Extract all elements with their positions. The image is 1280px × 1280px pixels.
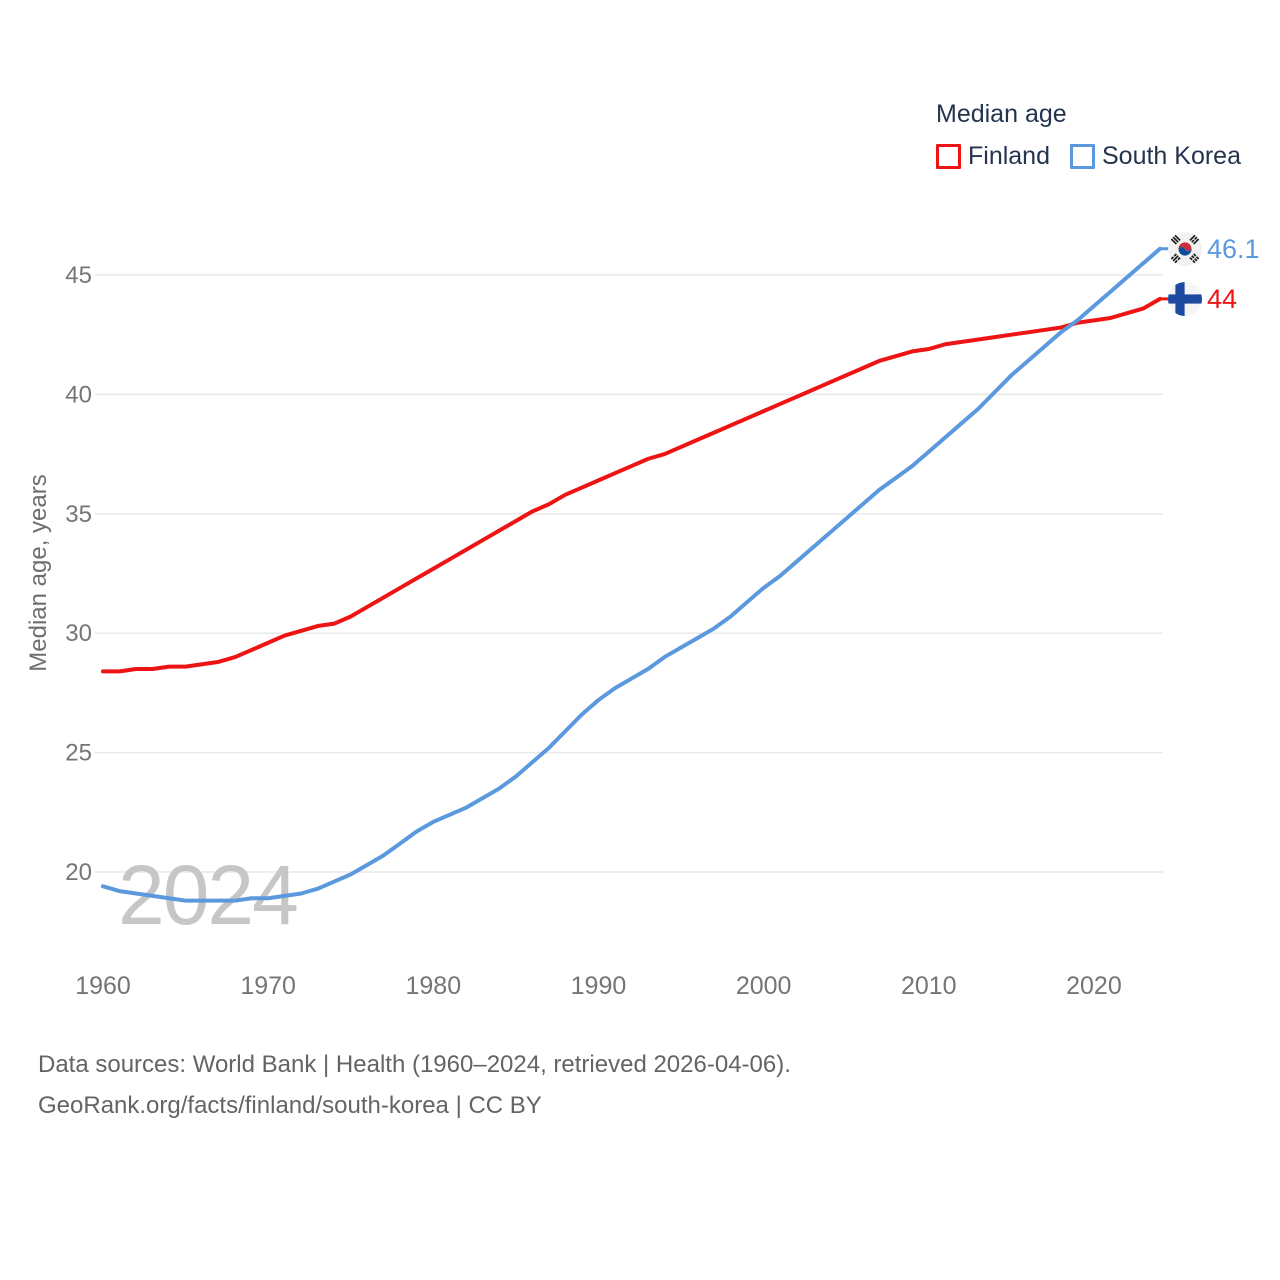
y-tick-label: 45 bbox=[65, 262, 92, 289]
finland-end-value: 44 bbox=[1207, 283, 1238, 314]
legend-row: Finland South Korea bbox=[936, 142, 1241, 171]
x-tick-label: 1980 bbox=[406, 972, 462, 1000]
south-korea-end-value: 46.1 bbox=[1207, 233, 1260, 264]
footer: Data sources: World Bank | Health (1960–… bbox=[38, 1044, 791, 1126]
y-tick-label: 20 bbox=[65, 859, 92, 886]
y-tick-label: 30 bbox=[65, 620, 92, 647]
y-axis-title: Median age, years bbox=[25, 474, 52, 671]
legend-label-finland: Finland bbox=[968, 142, 1050, 170]
south-korea-end-label: 46.1 bbox=[1168, 232, 1260, 266]
finland-swatch-icon bbox=[936, 144, 961, 169]
y-tick-label: 40 bbox=[65, 381, 92, 408]
footer-data-sources: Data sources: World Bank | Health (1960–… bbox=[38, 1051, 791, 1078]
legend-title: Median age bbox=[936, 100, 1067, 128]
legend: Median age Finland South Korea bbox=[936, 100, 1241, 171]
x-tick-label: 2020 bbox=[1066, 972, 1122, 1000]
finland-end-label: 44 bbox=[1168, 282, 1237, 316]
footer-attribution: GeoRank.org/facts/finland/south-korea | … bbox=[38, 1092, 542, 1119]
y-tick-label: 25 bbox=[65, 740, 92, 767]
x-tick-label: 2000 bbox=[736, 972, 792, 1000]
south-korea-line bbox=[101, 246, 1162, 903]
x-tick-label: 1990 bbox=[571, 972, 627, 1000]
finland-line bbox=[101, 296, 1162, 674]
south-korea-flag-icon bbox=[1168, 232, 1202, 266]
south-korea-swatch-icon bbox=[1070, 144, 1095, 169]
legend-item-finland[interactable]: Finland bbox=[936, 142, 1050, 171]
y-tick-label: 35 bbox=[65, 501, 92, 528]
legend-label-south-korea: South Korea bbox=[1102, 142, 1241, 170]
finland-flag-icon bbox=[1168, 282, 1202, 316]
legend-item-south-korea[interactable]: South Korea bbox=[1070, 142, 1241, 171]
x-tick-label: 2010 bbox=[901, 972, 957, 1000]
x-tick-label: 1960 bbox=[75, 972, 131, 1000]
x-tick-label: 1970 bbox=[240, 972, 296, 1000]
